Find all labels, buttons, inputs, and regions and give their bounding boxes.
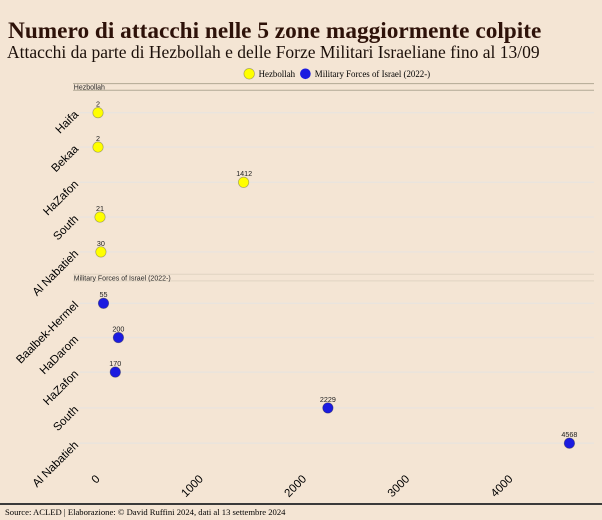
- svg-text:Baalbek-Hermel: Baalbek-Hermel: [14, 299, 81, 366]
- svg-text:Military Forces of Israel (202: Military Forces of Israel (2022-): [74, 276, 171, 283]
- svg-text:30: 30: [97, 239, 105, 248]
- svg-text:HaZafon: HaZafon: [41, 178, 81, 218]
- svg-text:2000: 2000: [283, 473, 310, 500]
- svg-text:3000: 3000: [386, 473, 413, 500]
- svg-text:Hezbollah: Hezbollah: [259, 69, 296, 79]
- svg-text:Military Forces of Israel (202: Military Forces of Israel (2022-): [315, 69, 430, 79]
- svg-text:0: 0: [90, 473, 103, 486]
- svg-text:4568: 4568: [561, 430, 577, 439]
- svg-text:4000: 4000: [489, 473, 516, 500]
- svg-text:South: South: [51, 404, 81, 434]
- svg-text:1000: 1000: [179, 473, 206, 500]
- svg-text:2229: 2229: [320, 395, 336, 404]
- svg-text:Al Nabatieh: Al Nabatieh: [31, 248, 82, 299]
- svg-text:South: South: [51, 213, 81, 243]
- svg-text:Bekaa: Bekaa: [50, 143, 82, 175]
- svg-text:2: 2: [96, 134, 100, 143]
- svg-text:55: 55: [100, 290, 108, 299]
- svg-text:170: 170: [109, 359, 121, 368]
- svg-text:Haifa: Haifa: [54, 108, 82, 136]
- svg-text:Al Nabatieh: Al Nabatieh: [31, 439, 82, 490]
- svg-text:1412: 1412: [236, 169, 252, 178]
- svg-text:21: 21: [96, 204, 104, 213]
- svg-text:2: 2: [96, 100, 100, 109]
- svg-text:200: 200: [112, 325, 124, 334]
- svg-text:Hezbollah: Hezbollah: [74, 85, 105, 92]
